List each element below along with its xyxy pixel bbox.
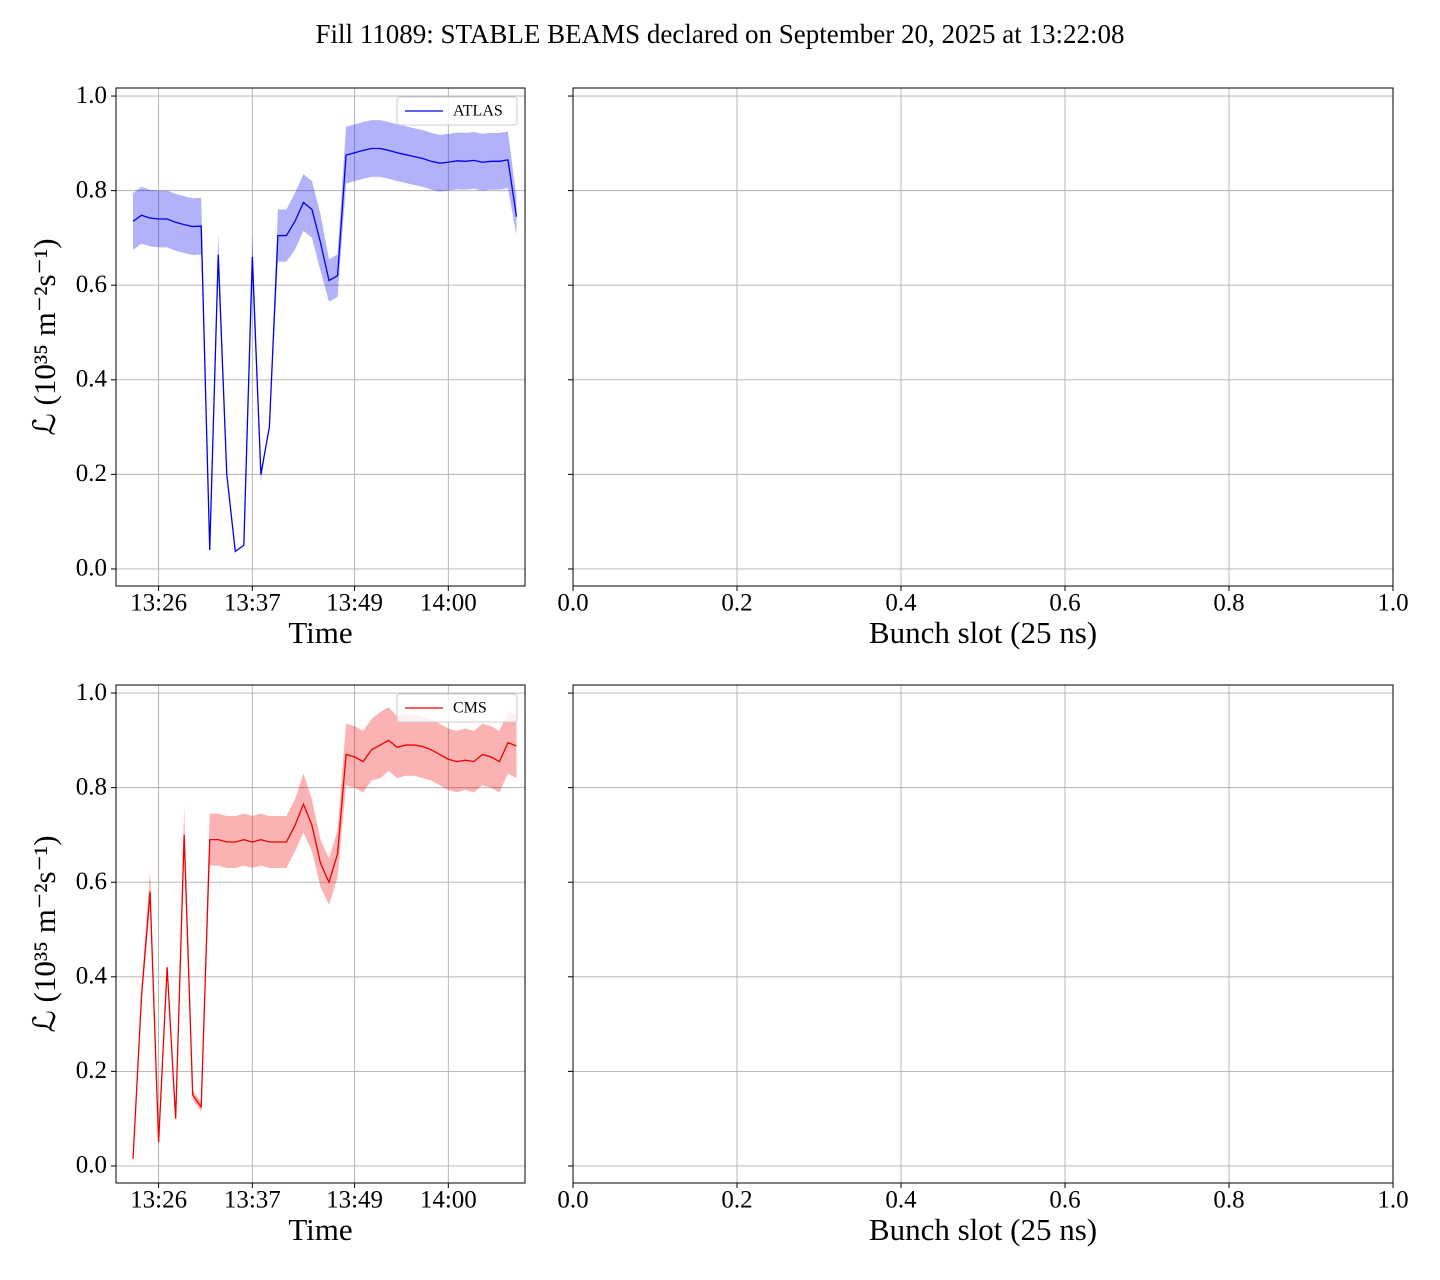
y-tick-label: 0.2 bbox=[76, 460, 107, 487]
x-tick-label: 13:26 bbox=[130, 1187, 187, 1214]
axes-frame bbox=[115, 684, 526, 1184]
x-tick-label: 0.2 bbox=[721, 1187, 752, 1214]
x-tick-label: 14:00 bbox=[420, 1187, 477, 1214]
x-tick-label: 0.8 bbox=[1213, 590, 1244, 617]
x-tick-label: 0.2 bbox=[721, 590, 752, 617]
x-axis-label: Time bbox=[288, 615, 352, 650]
y-tick-label: 0.8 bbox=[76, 773, 107, 800]
y-axis-label: ℒ (10³⁵ m⁻²s⁻¹) bbox=[27, 238, 62, 435]
y-tick-label: 0.2 bbox=[76, 1057, 107, 1084]
x-tick-label: 13:37 bbox=[224, 1187, 281, 1214]
x-tick-label: 0.4 bbox=[885, 590, 917, 617]
x-tick-label: 14:00 bbox=[420, 590, 477, 617]
y-tick-label: 0.4 bbox=[76, 963, 108, 990]
y-tick-label: 1.0 bbox=[76, 679, 107, 706]
x-axis-label: Time bbox=[288, 1212, 352, 1247]
x-axis-label: Bunch slot (25 ns) bbox=[869, 1212, 1097, 1247]
x-tick-label: 13:37 bbox=[224, 590, 281, 617]
legend-label: CMS bbox=[453, 700, 487, 717]
x-tick-label: 1.0 bbox=[1377, 590, 1408, 617]
axes-frame bbox=[572, 684, 1394, 1184]
y-tick-label: 0.6 bbox=[76, 271, 107, 298]
x-tick-label: 0.6 bbox=[1049, 1187, 1080, 1214]
x-tick-label: 0.0 bbox=[557, 1187, 588, 1214]
x-tick-label: 0.0 bbox=[557, 590, 588, 617]
legend-label: ATLAS bbox=[453, 103, 503, 120]
x-tick-label: 13:49 bbox=[326, 1187, 383, 1214]
y-tick-label: 0.0 bbox=[76, 1152, 107, 1179]
x-axis-label: Bunch slot (25 ns) bbox=[869, 615, 1097, 650]
error-band bbox=[133, 120, 517, 552]
y-tick-label: 1.0 bbox=[76, 82, 107, 109]
y-axis-label: ℒ (10³⁵ m⁻²s⁻¹) bbox=[27, 835, 62, 1032]
figure-title: Fill 11089: STABLE BEAMS declared on Sep… bbox=[315, 19, 1124, 49]
x-tick-label: 0.8 bbox=[1213, 1187, 1244, 1214]
y-tick-label: 0.0 bbox=[76, 555, 107, 582]
x-tick-label: 0.4 bbox=[885, 1187, 917, 1214]
error-band bbox=[133, 707, 517, 1159]
axes-frame bbox=[115, 87, 526, 587]
y-tick-label: 0.8 bbox=[76, 176, 107, 203]
axes-frame bbox=[572, 87, 1394, 587]
data-line bbox=[132, 147, 518, 553]
x-tick-label: 13:26 bbox=[130, 590, 187, 617]
data-line bbox=[132, 739, 517, 1159]
legend-box bbox=[396, 693, 518, 723]
legend-box bbox=[396, 96, 518, 126]
x-tick-label: 13:49 bbox=[326, 590, 383, 617]
x-tick-label: 1.0 bbox=[1377, 1187, 1408, 1214]
y-tick-label: 0.6 bbox=[76, 868, 107, 895]
x-tick-label: 0.6 bbox=[1049, 590, 1080, 617]
y-tick-label: 0.4 bbox=[76, 366, 108, 393]
